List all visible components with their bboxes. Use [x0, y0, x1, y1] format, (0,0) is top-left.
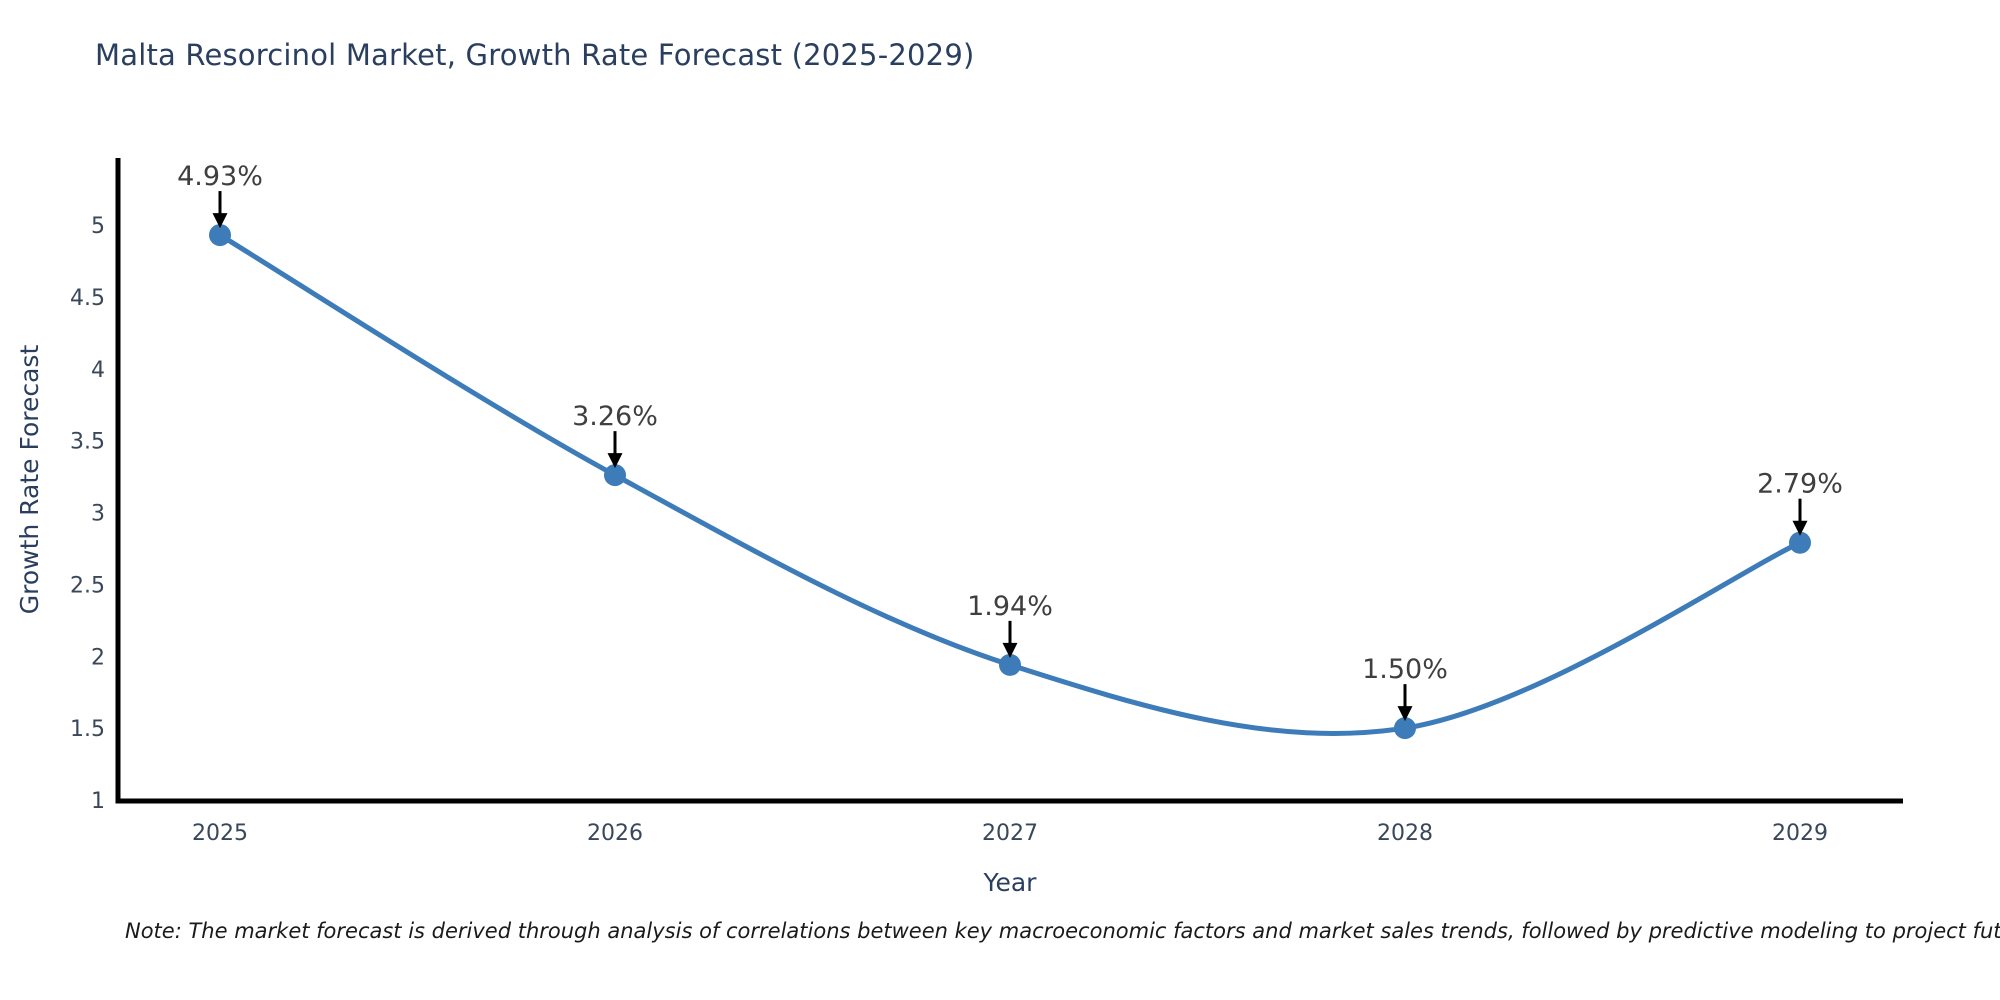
- y-axis-title: Growth Rate Forecast: [15, 345, 44, 615]
- annotation-label: 1.50%: [1362, 654, 1448, 685]
- annotation-label: 4.93%: [177, 161, 263, 192]
- annotation-arrowhead: [1397, 706, 1413, 722]
- x-axis-title: Year: [983, 868, 1038, 897]
- x-tick-label: 2026: [587, 821, 643, 846]
- y-tick-label: 3.5: [70, 430, 105, 455]
- annotation-label: 1.94%: [967, 591, 1053, 622]
- annotation-label: 2.79%: [1757, 469, 1843, 500]
- y-tick-label: 2: [91, 645, 105, 670]
- x-tick-label: 2029: [1772, 821, 1828, 846]
- footnote: Note: The market forecast is derived thr…: [125, 919, 2000, 943]
- annotation-arrowhead: [212, 213, 228, 229]
- data-point-marker: [1394, 717, 1416, 740]
- chart-title: Malta Resorcinol Market, Growth Rate For…: [95, 38, 975, 72]
- y-tick-label: 1: [91, 789, 105, 814]
- y-tick-label: 5: [91, 214, 105, 239]
- data-point-marker: [604, 464, 626, 487]
- x-tick-label: 2028: [1377, 821, 1433, 846]
- y-tick-label: 2.5: [70, 573, 105, 598]
- x-tick-label: 2025: [192, 821, 248, 846]
- y-tick-label: 1.5: [70, 717, 105, 742]
- y-tick-label: 3: [91, 502, 105, 527]
- annotation-arrowhead: [1002, 642, 1018, 658]
- annotation-arrowhead: [607, 453, 623, 469]
- y-tick-label: 4: [91, 358, 105, 383]
- data-point-marker: [999, 653, 1021, 676]
- data-point-marker: [209, 224, 231, 247]
- x-tick-label: 2027: [982, 821, 1038, 846]
- annotation-label: 3.26%: [572, 401, 658, 432]
- y-tick-label: 4.5: [70, 286, 105, 311]
- annotation-arrowhead: [1792, 520, 1808, 536]
- data-point-marker: [1789, 531, 1811, 554]
